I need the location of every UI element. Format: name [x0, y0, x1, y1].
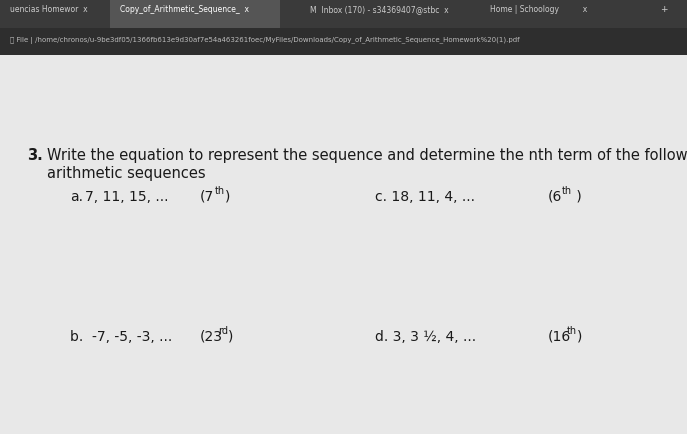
Text: (7: (7: [200, 190, 214, 204]
Text: ): ): [228, 330, 234, 344]
Text: 3.: 3.: [27, 148, 43, 163]
Bar: [0, 28, 687, 55]
Bar: [110, 0, 280, 28]
Text: ): ): [572, 190, 582, 204]
Text: arithmetic sequences: arithmetic sequences: [47, 166, 205, 181]
Text: M  Inbox (170) - s34369407@stbc  x: M Inbox (170) - s34369407@stbc x: [310, 6, 449, 14]
Text: a.: a.: [70, 190, 83, 204]
Text: Home | Schoology          x: Home | Schoology x: [490, 6, 587, 14]
Text: d. 3, 3 ½, 4, ...: d. 3, 3 ½, 4, ...: [375, 330, 476, 344]
Text: (16: (16: [548, 330, 572, 344]
Text: uencias Homewor  x: uencias Homewor x: [10, 6, 88, 14]
Text: th: th: [215, 186, 225, 196]
Text: th: th: [567, 326, 577, 336]
Text: b.  -7, -5, -3, ...: b. -7, -5, -3, ...: [70, 330, 172, 344]
Text: rd: rd: [218, 326, 228, 336]
Text: Copy_of_Arithmetic_Sequence_  x: Copy_of_Arithmetic_Sequence_ x: [120, 6, 249, 14]
Text: Write the equation to represent the sequence and determine the nth term of the f: Write the equation to represent the sequ…: [47, 148, 687, 163]
Text: (6: (6: [548, 190, 563, 204]
Text: ): ): [577, 330, 583, 344]
Text: c. 18, 11, 4, ...: c. 18, 11, 4, ...: [375, 190, 475, 204]
Text: +: +: [660, 6, 668, 14]
Text: th: th: [562, 186, 572, 196]
Text: ): ): [225, 190, 230, 204]
Text: 7, 11, 15, ...: 7, 11, 15, ...: [85, 190, 168, 204]
Text: ⓘ File | /home/chronos/u-9be3df05/1366fb613e9d30af7e54a463261foec/MyFiles/Downlo: ⓘ File | /home/chronos/u-9be3df05/1366fb…: [10, 37, 519, 45]
Bar: [0, 0, 687, 28]
Text: (23: (23: [200, 330, 223, 344]
